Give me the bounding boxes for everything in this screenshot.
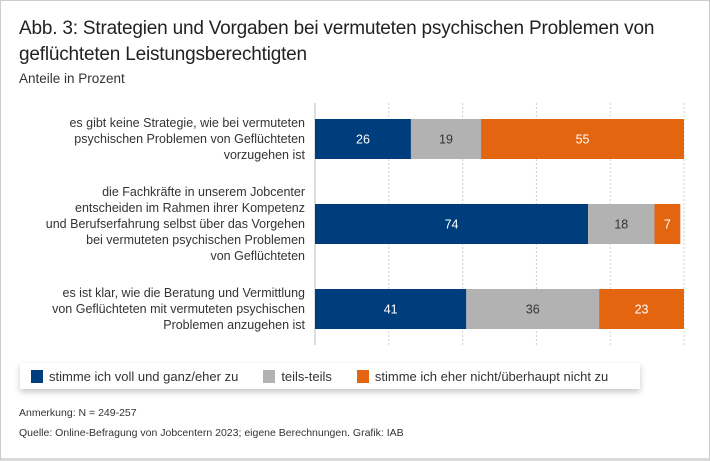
category-label: es ist klar, wie die Beratung und Vermit…: [5, 285, 305, 333]
bar-segment: [466, 289, 600, 329]
bar-segment: [315, 119, 411, 159]
bar-segment: [410, 119, 482, 159]
category-label-line: bei vermuteten psychischen Problemen: [86, 233, 305, 247]
bar-segment: [588, 204, 655, 244]
category-label: es gibt keine Strategie, wie bei vermute…: [5, 115, 305, 163]
data-label: 74: [445, 218, 459, 232]
category-label-line: Problemen anzugehen ist: [163, 318, 305, 332]
legend-swatch: [31, 369, 43, 383]
legend-item: stimme ich voll und ganz/eher zu: [31, 369, 238, 384]
footnote-source: Quelle: Online-Befragung von Jobcentern …: [19, 427, 404, 439]
data-label: 55: [576, 133, 590, 147]
legend-item: stimme ich eher nicht/überhaupt nicht zu: [356, 368, 609, 384]
data-label: 19: [439, 133, 453, 147]
data-label: 23: [635, 303, 649, 317]
category-label: die Fachkräfte in unserem Jobcenter entsc…: [5, 184, 305, 264]
category-label-line: es gibt keine Strategie, wie bei vermute…: [69, 116, 305, 130]
footnote-sample-size: Anmerkung: N = 249-257: [19, 407, 137, 419]
legend-swatch: [263, 369, 276, 383]
legend-label: stimme ich eher nicht/überhaupt nicht zu: [374, 368, 609, 384]
legend-label: stimme ich voll und ganz/eher zu: [49, 368, 239, 384]
legend-swatch: [356, 369, 369, 383]
category-label-line: von Geflüchteten mit vermuteten psychisc…: [52, 302, 305, 316]
category-label-line: psychischen Problemen von Geflüchteten: [74, 132, 305, 146]
legend-item: teils-teils: [263, 369, 332, 384]
category-label-line: von Geflüchteten: [210, 249, 305, 263]
data-label: 26: [356, 133, 370, 147]
bar-segment: [654, 204, 681, 244]
category-label-line: die Fachkräfte in unserem Jobcenter: [102, 185, 305, 199]
data-label: 7: [664, 218, 671, 232]
chart-legend: stimme ich voll und ganz/eher zu teils-te…: [20, 363, 640, 389]
bar-segment: [315, 289, 467, 329]
data-label: 41: [384, 303, 398, 317]
chart-title: Abb. 3: Strategien und Vorgaben bei verm…: [19, 18, 655, 65]
legend-label: teils-teils: [281, 368, 332, 384]
data-label: 36: [526, 303, 540, 317]
bar-segment: [599, 289, 684, 329]
data-label: 18: [614, 218, 628, 232]
chart-subtitle: Anteile in Prozent: [19, 71, 125, 86]
category-label-line: es ist klar, wie die Beratung und Vermit…: [62, 286, 306, 300]
category-label-line: vorzugehen ist: [223, 148, 305, 162]
bar-segment: [481, 119, 684, 159]
category-label-line: und Berufserfahrung selbst über das Vorg…: [45, 217, 305, 231]
category-label-line: entscheiden im Rahmen ihrer Kompetenz: [75, 201, 305, 215]
bar-segment: [315, 204, 589, 244]
